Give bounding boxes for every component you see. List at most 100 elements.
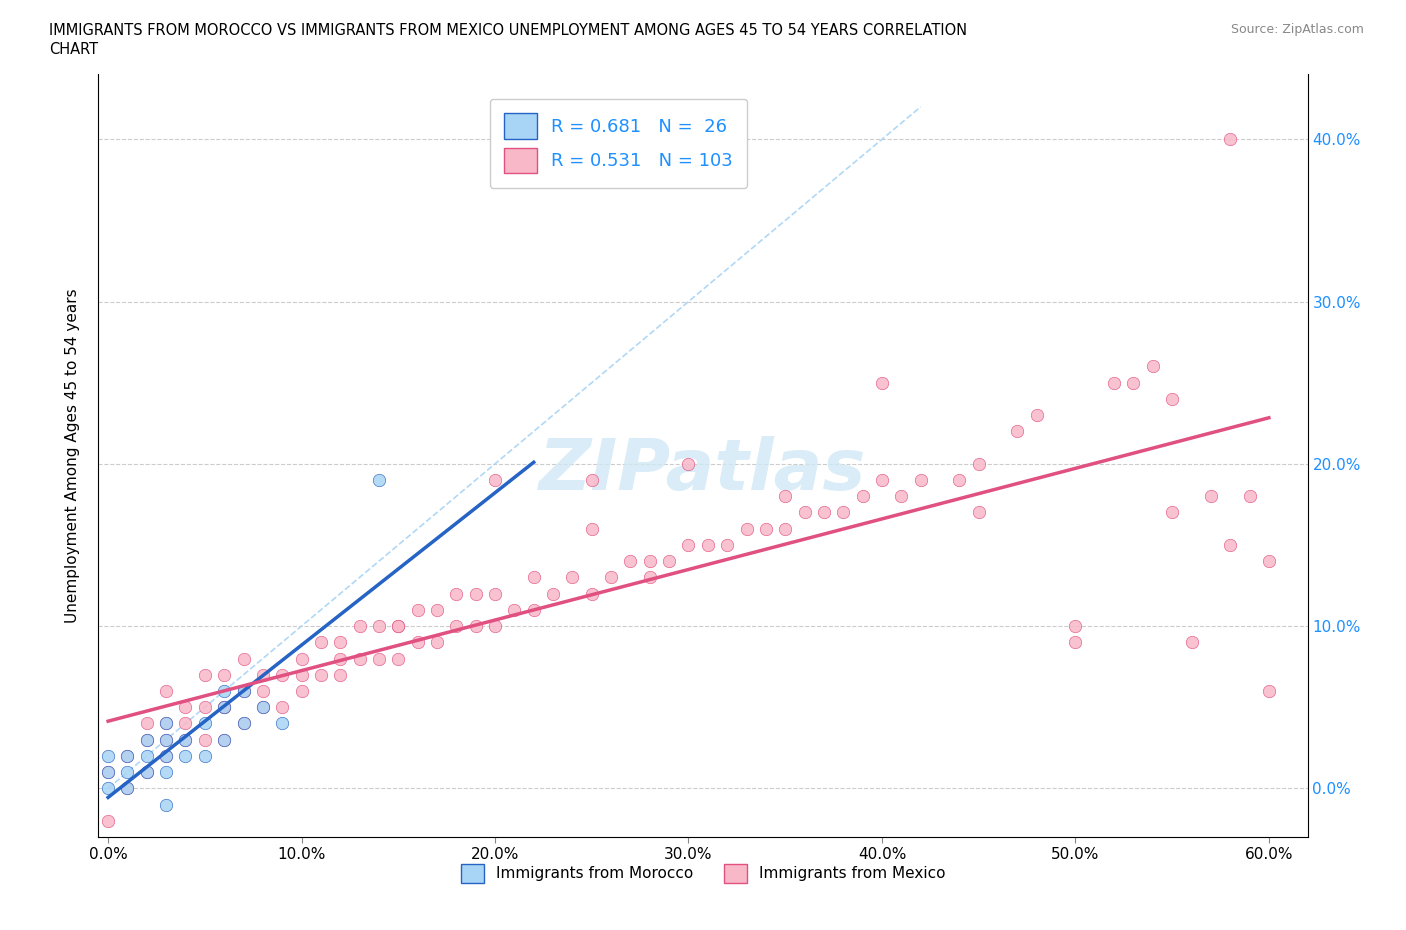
Point (735, 522, 758, 537)
Point (232, 684, 254, 698)
Point (484, 472, 506, 487)
Point (135, 749, 157, 764)
Point (212, 684, 235, 698)
Point (1064, 618, 1087, 633)
Point (696, 538, 718, 552)
Point (1239, 489, 1261, 504)
Point (387, 618, 409, 633)
Point (252, 684, 274, 698)
Point (194, 699, 217, 714)
Point (117, 781, 139, 796)
Point (174, 699, 197, 714)
Point (852, 489, 875, 504)
Point (309, 668, 332, 683)
Point (581, 472, 603, 487)
Point (446, 586, 468, 601)
Point (194, 732, 217, 747)
Point (271, 699, 294, 714)
Point (1180, 635, 1202, 650)
Point (716, 538, 738, 552)
Point (155, 749, 177, 764)
Point (212, 699, 235, 714)
Point (813, 505, 835, 520)
Y-axis label: Unemployment Among Ages 45 to 54 years: Unemployment Among Ages 45 to 54 years (65, 288, 80, 623)
Point (426, 603, 449, 618)
Point (155, 732, 177, 747)
Point (232, 716, 254, 731)
Text: IMMIGRANTS FROM MOROCCO VS IMMIGRANTS FROM MEXICO UNEMPLOYMENT AMONG AGES 45 TO : IMMIGRANTS FROM MOROCCO VS IMMIGRANTS FR… (49, 23, 967, 38)
Point (271, 716, 294, 731)
Point (290, 668, 312, 683)
Point (212, 732, 235, 747)
Point (1142, 359, 1164, 374)
Point (97, 749, 120, 764)
Point (1122, 375, 1144, 390)
Point (252, 699, 274, 714)
Legend: Immigrants from Morocco, Immigrants from Mexico: Immigrants from Morocco, Immigrants from… (453, 857, 953, 890)
Point (368, 651, 391, 666)
Point (1161, 505, 1184, 520)
Point (97, 814, 120, 829)
Point (155, 732, 177, 747)
Point (406, 603, 429, 618)
Point (523, 570, 546, 585)
Point (290, 651, 312, 666)
Point (561, 570, 583, 585)
Text: CHART: CHART (49, 42, 98, 57)
Point (870, 375, 893, 390)
Point (773, 522, 796, 537)
Point (212, 699, 235, 714)
Point (658, 553, 681, 568)
Point (1025, 407, 1047, 422)
Point (523, 603, 546, 618)
Point (600, 570, 623, 585)
Point (117, 764, 139, 779)
Point (503, 603, 526, 618)
Point (212, 668, 235, 683)
Point (155, 797, 177, 812)
Point (793, 505, 815, 520)
Point (232, 684, 254, 698)
Point (890, 489, 912, 504)
Point (117, 781, 139, 796)
Point (581, 586, 603, 601)
Point (832, 505, 855, 520)
Point (155, 716, 177, 731)
Point (194, 749, 217, 764)
Point (464, 618, 486, 633)
Point (967, 457, 990, 472)
Point (174, 732, 197, 747)
Point (135, 764, 157, 779)
Point (1064, 635, 1087, 650)
Point (1257, 553, 1279, 568)
Point (174, 749, 197, 764)
Point (638, 553, 661, 568)
Point (464, 586, 486, 601)
Point (678, 538, 700, 552)
Point (135, 764, 157, 779)
Point (619, 553, 641, 568)
Point (232, 716, 254, 731)
Point (155, 764, 177, 779)
Point (1161, 392, 1184, 406)
Point (212, 699, 235, 714)
Point (174, 732, 197, 747)
Point (1257, 684, 1279, 698)
Point (117, 749, 139, 764)
Point (329, 635, 352, 650)
Point (135, 732, 157, 747)
Point (252, 668, 274, 683)
Point (271, 668, 294, 683)
Point (212, 732, 235, 747)
Point (117, 749, 139, 764)
Point (174, 716, 197, 731)
Point (1219, 132, 1241, 147)
Point (368, 472, 391, 487)
Point (252, 699, 274, 714)
Point (97, 764, 120, 779)
Point (1102, 375, 1125, 390)
Point (194, 716, 217, 731)
Point (541, 586, 564, 601)
Point (309, 635, 332, 650)
Point (155, 684, 177, 698)
